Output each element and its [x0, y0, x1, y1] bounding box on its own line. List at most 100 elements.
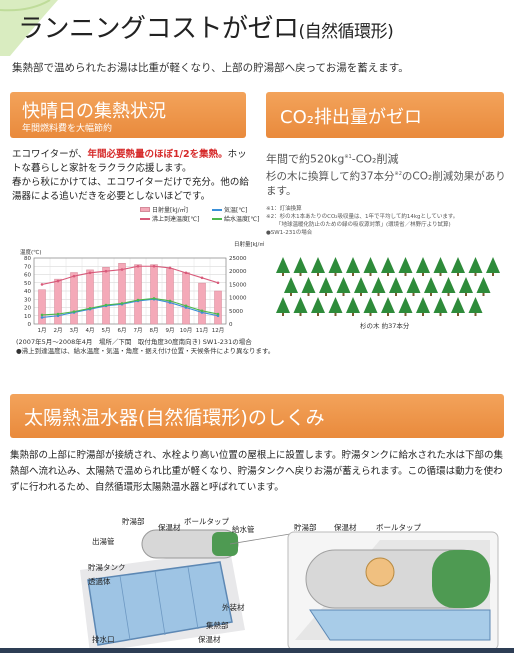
- co2-panel-text: 年間で約520kg※1-CO₂削減 杉の木に換算して約37本分※2のCO₂削減効…: [266, 152, 506, 237]
- legend-item-boil-temp: 沸上到達温度[℃]: [140, 214, 199, 223]
- legend-item-water-temp: 給水温度[℃]: [212, 214, 259, 223]
- tree-icon: [433, 257, 448, 273]
- point: [72, 310, 76, 313]
- tree-icon: [293, 297, 308, 313]
- label-outlet-pipe: 出湯管: [92, 537, 115, 546]
- tree-trunk: [282, 313, 284, 316]
- tree-trunk: [299, 313, 302, 316]
- label-storage: 貯湯部: [122, 517, 145, 526]
- tree-trunk: [299, 273, 302, 276]
- left-tick-label: 30: [24, 297, 31, 303]
- tree-icon: [301, 277, 316, 293]
- tree-trunk: [465, 293, 467, 296]
- bar-radiation: [150, 264, 158, 325]
- right-tick-label: 20000: [229, 269, 247, 275]
- bar-radiation: [198, 282, 206, 325]
- left-tick-label: 40: [24, 289, 31, 295]
- tree-trunk: [474, 273, 477, 276]
- tree-icon: [468, 257, 483, 273]
- point: [152, 264, 156, 268]
- left-tick-label: 50: [24, 281, 31, 287]
- point: [120, 268, 124, 271]
- tree-icon: [416, 297, 430, 313]
- label-collector: 集熱部: [206, 621, 229, 630]
- tree-icon: [293, 257, 308, 273]
- tree-trunk: [439, 313, 442, 316]
- forest-illustration: [276, 257, 500, 316]
- tree-icon: [389, 277, 403, 293]
- tree-trunk: [457, 313, 459, 316]
- tree-icon: [284, 277, 298, 293]
- tree-trunk: [492, 273, 494, 276]
- line-series: [41, 265, 219, 285]
- tree-icon: [476, 277, 491, 293]
- point: [56, 279, 60, 283]
- point: [168, 299, 172, 303]
- tree-trunk: [404, 273, 407, 276]
- x-tick-label: 9月: [166, 327, 175, 334]
- bar-radiation: [182, 272, 190, 325]
- tree-icon: [311, 297, 325, 313]
- tree-trunk: [334, 313, 337, 316]
- tree-icon: [276, 257, 290, 273]
- point: [184, 304, 188, 308]
- label-transparent: 透過体: [88, 577, 111, 586]
- chart-svg: 80 70 60 50 40 30 20 10 0 25000 20000 15000 10000 500…: [20, 240, 267, 334]
- bar-radiation: [134, 264, 142, 325]
- tree-icon: [459, 277, 473, 293]
- x-tick-label: 11月: [196, 327, 209, 334]
- point: [184, 271, 188, 275]
- heater-diagram: 貯湯部 保温材 ボールタップ 給水管 出湯管 貯湯タンク 透過体 外装材 集熱部…: [80, 510, 510, 653]
- right-tick-label: 5000: [229, 309, 243, 315]
- bar-radiation: [38, 289, 46, 325]
- point: [168, 266, 172, 270]
- left-tick-label: 20: [24, 306, 31, 312]
- point: [72, 274, 76, 278]
- right-tick-label: 0: [229, 322, 233, 328]
- tree-trunk: [290, 293, 292, 296]
- point: [40, 283, 44, 286]
- tree-trunk: [395, 293, 397, 296]
- tree-trunk: [447, 293, 450, 296]
- tree-icon: [424, 277, 438, 293]
- point: [136, 298, 140, 302]
- x-tick-label: 6月: [118, 327, 127, 334]
- tree-icon: [276, 297, 290, 313]
- tree-icon: [363, 297, 378, 313]
- label-insulation-bottom: 保温材: [198, 635, 221, 644]
- tree-icon: [406, 277, 421, 293]
- point: [56, 312, 60, 316]
- tree-trunk: [307, 293, 310, 296]
- label-drain: 排水口: [92, 635, 115, 644]
- tree-trunk: [282, 273, 284, 276]
- tree-trunk: [342, 293, 345, 296]
- x-tick-label: 1月: [38, 327, 47, 334]
- tree-trunk: [334, 273, 337, 276]
- line-series: [41, 298, 219, 318]
- tree-icon: [311, 257, 325, 273]
- label-outer: 外装材: [222, 603, 245, 612]
- point: [88, 307, 92, 310]
- tree-trunk: [457, 273, 459, 276]
- chart-notes: (2007年5月～2008年4月 場所／下関 取付角度30度南向き) SW1-2…: [16, 338, 275, 355]
- point: [136, 264, 140, 268]
- tree-trunk: [439, 273, 442, 276]
- x-tick-label: 10月: [180, 327, 193, 334]
- point: [104, 303, 108, 307]
- left-tick-label: 0: [28, 322, 32, 328]
- bar-radiation: [214, 290, 222, 325]
- tree-trunk: [369, 313, 372, 316]
- line-series: [41, 297, 219, 316]
- left-tick-label: 10: [24, 314, 31, 320]
- tree-icon: [441, 277, 456, 293]
- tree-icon: [336, 277, 351, 293]
- label-insulation-top: 保温材: [158, 523, 181, 532]
- tree-trunk: [352, 313, 354, 316]
- legend-item-radiation: 日射量[kJ/㎡]: [140, 205, 188, 214]
- right-axis-label: 日射量[kJ/㎡]: [234, 240, 264, 248]
- label-zoom-storage: 貯湯部: [294, 523, 317, 532]
- heater-illustration: [80, 529, 499, 653]
- x-tick-label: 12月: [212, 327, 225, 334]
- co2-panel-heading: CO₂排出量がゼロ: [266, 92, 504, 138]
- bar-radiation: [70, 272, 78, 325]
